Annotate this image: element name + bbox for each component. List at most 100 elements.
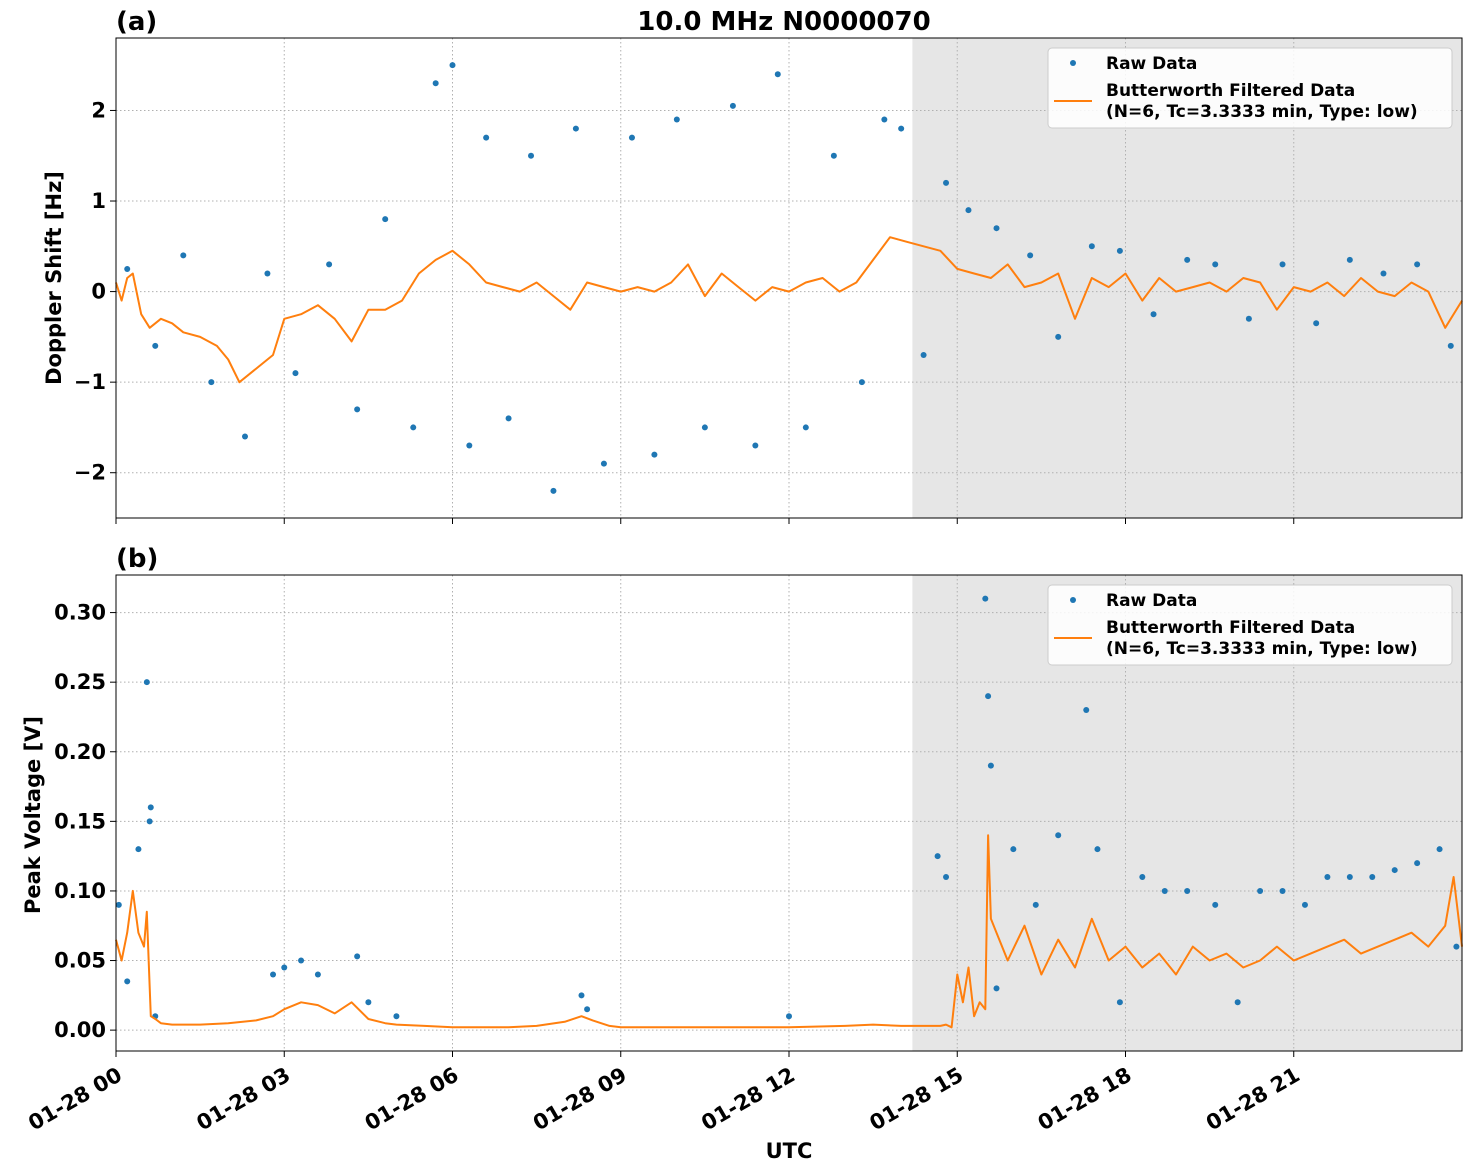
- raw-data-point: [354, 406, 361, 413]
- raw-data-point: [987, 762, 994, 769]
- legend-box: [1047, 584, 1453, 666]
- raw-data-point: [528, 152, 535, 159]
- raw-data-point: [1150, 311, 1157, 318]
- raw-data-point: [466, 442, 473, 449]
- raw-data-point: [264, 270, 271, 277]
- raw-data-point: [1301, 901, 1308, 908]
- raw-data-point: [572, 125, 579, 132]
- legend-filtered-params: (N=6, Tc=3.3333 min, Type: low): [1106, 102, 1418, 122]
- raw-data-point: [1391, 867, 1398, 874]
- raw-data-point: [965, 207, 972, 214]
- raw-data-point: [1212, 901, 1219, 908]
- legend-filtered-label: Butterworth Filtered Data: [1106, 81, 1355, 101]
- raw-data-point: [943, 179, 950, 186]
- raw-data-point: [1346, 874, 1353, 881]
- raw-data-point: [993, 985, 1000, 992]
- raw-data-point: [920, 351, 927, 358]
- raw-data-point: [115, 901, 122, 908]
- raw-data-point: [898, 125, 905, 132]
- raw-data-point: [1094, 846, 1101, 853]
- raw-data-point: [1414, 860, 1421, 867]
- raw-data-point: [1313, 320, 1320, 327]
- x-ticks: [115, 518, 1295, 524]
- y-tick-label: 0.10: [54, 879, 106, 903]
- y-tick-label: 0.30: [54, 601, 106, 625]
- raw-data-point: [752, 442, 759, 449]
- raw-data-point: [135, 846, 142, 853]
- raw-data-point: [1010, 846, 1017, 853]
- x-tick-label: 01-28 09: [529, 1063, 631, 1136]
- raw-data-point: [1027, 252, 1034, 259]
- raw-data-point: [1245, 315, 1252, 322]
- x-tick-label: 01-28 21: [1202, 1063, 1304, 1136]
- filtered-data-series: [115, 834, 1463, 1029]
- raw-data-point: [393, 1013, 400, 1020]
- raw-data-point: [1184, 887, 1191, 894]
- figure-title: 10.0 MHz N0000070: [637, 7, 930, 37]
- raw-data-point: [1369, 874, 1376, 881]
- raw-data-point: [483, 134, 490, 141]
- raw-data-point: [701, 424, 708, 431]
- y-tick-label: 0.00: [54, 1018, 106, 1042]
- raw-data-point: [1116, 999, 1123, 1006]
- raw-data-point: [1447, 342, 1454, 349]
- raw-data-point: [1116, 247, 1123, 254]
- raw-data-point: [550, 487, 557, 494]
- legend-raw-label: Raw Data: [1106, 591, 1197, 611]
- raw-data-point: [382, 216, 389, 223]
- raw-data-point: [365, 999, 372, 1006]
- raw-data-point: [1234, 999, 1241, 1006]
- raw-data-point: [600, 460, 607, 467]
- y-axis-label-a: Doppler Shift [Hz]: [42, 171, 66, 385]
- raw-data-point: [281, 964, 288, 971]
- x-ticks: 01-28 00 01-28 03 01-28 06 01-28 09 01-28 12…: [24, 1051, 1304, 1135]
- y-tick-label: 0.05: [54, 949, 106, 973]
- raw-data-point: [1279, 261, 1286, 268]
- y-tick-label: −1: [74, 370, 106, 394]
- panel-label-a: (a): [116, 7, 157, 37]
- raw-data-point: [985, 693, 992, 700]
- x-tick-label: 01-28 18: [1034, 1063, 1136, 1136]
- raw-data-point: [292, 370, 299, 377]
- raw-data-point: [146, 818, 153, 825]
- raw-data-point: [578, 992, 585, 999]
- y-tick-label: 1: [91, 189, 106, 213]
- raw-data-point: [505, 415, 512, 422]
- x-axis-label: UTC: [766, 1139, 813, 1163]
- raw-data-point: [410, 424, 417, 431]
- raw-data-point: [241, 433, 248, 440]
- raw-data-point: [1453, 943, 1460, 950]
- y-tick-label: 0: [91, 280, 106, 304]
- raw-data-point: [147, 804, 154, 811]
- panel-label-b: (b): [116, 544, 158, 574]
- raw-data-point: [858, 379, 865, 386]
- raw-data-point: [208, 379, 215, 386]
- x-tick-label: 01-28 03: [192, 1063, 294, 1136]
- raw-data-point: [830, 152, 837, 159]
- raw-data-point: [729, 102, 736, 109]
- raw-data-point: [1083, 707, 1090, 714]
- panel-b-voltage: 0.000.050.100.150.200.250.30 01-28 00 01-…: [21, 544, 1463, 1135]
- raw-data-point: [124, 265, 131, 272]
- raw-data-point: [1324, 874, 1331, 881]
- raw-data-point: [1380, 270, 1387, 277]
- raw-data-point: [1279, 887, 1286, 894]
- raw-data-point: [432, 80, 439, 87]
- raw-data-point: [993, 225, 1000, 232]
- panel-a-doppler: −2 −1 0 1 2 (a) Doppler Shift [Hz] Raw Data …: [42, 7, 1463, 524]
- raw-data-point: [152, 342, 159, 349]
- legend-a: Raw Data Butterworth Filtered Data (N=6,…: [1047, 47, 1453, 129]
- y-tick-label: 0.20: [54, 740, 106, 764]
- raw-data-point: [651, 451, 658, 458]
- raw-data-point: [982, 595, 989, 602]
- raw-data-point: [314, 971, 321, 978]
- legend-filtered-label: Butterworth Filtered Data: [1106, 618, 1355, 638]
- x-tick-label: 01-28 12: [697, 1063, 799, 1136]
- raw-data-point: [124, 978, 131, 985]
- raw-data-point: [881, 116, 888, 123]
- legend-filtered-params: (N=6, Tc=3.3333 min, Type: low): [1106, 639, 1418, 659]
- raw-data-point: [1212, 261, 1219, 268]
- filtered-data-line: [115, 834, 1463, 1029]
- raw-data-point: [298, 957, 305, 964]
